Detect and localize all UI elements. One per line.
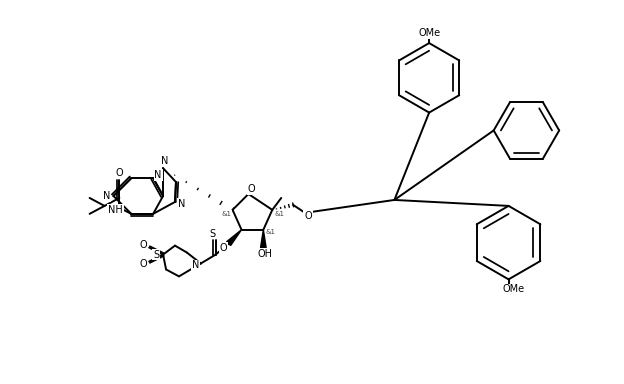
Polygon shape bbox=[227, 230, 241, 245]
Text: &1: &1 bbox=[274, 211, 285, 217]
Text: O: O bbox=[220, 243, 228, 253]
Text: N: N bbox=[192, 260, 200, 270]
Text: S: S bbox=[210, 229, 216, 239]
Text: &1: &1 bbox=[222, 211, 232, 217]
Text: O: O bbox=[248, 184, 255, 194]
Text: O: O bbox=[139, 260, 147, 270]
Text: O: O bbox=[115, 168, 123, 178]
Text: N: N bbox=[154, 170, 162, 180]
Text: S: S bbox=[153, 250, 159, 260]
Text: OMe: OMe bbox=[502, 284, 525, 294]
Text: N: N bbox=[178, 199, 185, 209]
Text: O: O bbox=[139, 240, 147, 250]
Text: &1: &1 bbox=[265, 229, 275, 235]
Text: NH: NH bbox=[108, 205, 123, 215]
Text: OH: OH bbox=[258, 248, 273, 258]
Polygon shape bbox=[261, 230, 266, 248]
Text: N: N bbox=[103, 191, 110, 201]
Text: O: O bbox=[305, 211, 312, 221]
Text: N: N bbox=[162, 156, 168, 166]
Text: OMe: OMe bbox=[418, 28, 440, 38]
